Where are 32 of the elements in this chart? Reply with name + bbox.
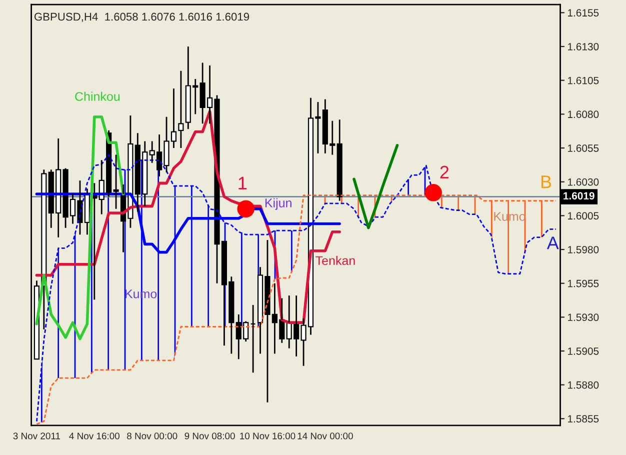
candlestick — [178, 70, 184, 149]
annotation: A — [546, 236, 559, 250]
line-series — [352, 144, 399, 230]
y-tick-label: 1.6030 — [568, 178, 599, 186]
ref-line-label: 1.6019 — [564, 192, 594, 200]
y-tick-label: 1.5880 — [568, 381, 599, 389]
x-tick-label: 8 Nov 00:00 — [127, 432, 178, 440]
x-tick-label: 4 Nov 16:00 — [69, 432, 120, 440]
y-tick-label: 1.6105 — [568, 76, 599, 84]
x-tick-label: 14 Nov 00:00 — [298, 432, 353, 440]
y-tick-label: 1.6155 — [568, 9, 599, 17]
line-series — [35, 115, 125, 340]
annotation: Kijun — [265, 198, 292, 210]
y-tick-label: 1.6080 — [568, 110, 599, 118]
y-tick-label: 1.6130 — [568, 43, 599, 50]
y-tick-label: 1.5930 — [568, 314, 599, 322]
annotation: 1 — [238, 176, 246, 190]
x-tick-label: 9 Nov 08:00 — [184, 432, 235, 440]
text: GBPUSD,H4 1.6058 1.6076 1.6016 1.6019 — [34, 12, 250, 22]
y-tick-label: 1.5905 — [568, 347, 599, 355]
annotation: Tenkan — [316, 256, 355, 266]
y-tick-label: 1.5980 — [568, 246, 599, 254]
annotation: B — [541, 176, 552, 188]
annotation: 2 — [440, 166, 449, 178]
y-tick-label: 1.5955 — [568, 280, 599, 288]
y-tick-label: 1.6055 — [568, 144, 599, 152]
y-tick-label: 1.5855 — [568, 415, 599, 423]
y-tick-label: 1.6005 — [568, 212, 599, 220]
x-tick-label: 10 Nov 16:00 — [240, 432, 296, 440]
candlestick — [336, 118, 342, 202]
x-tick-label: 3 Nov 2011 — [13, 432, 60, 440]
annotation: Chinkou — [75, 92, 120, 101]
